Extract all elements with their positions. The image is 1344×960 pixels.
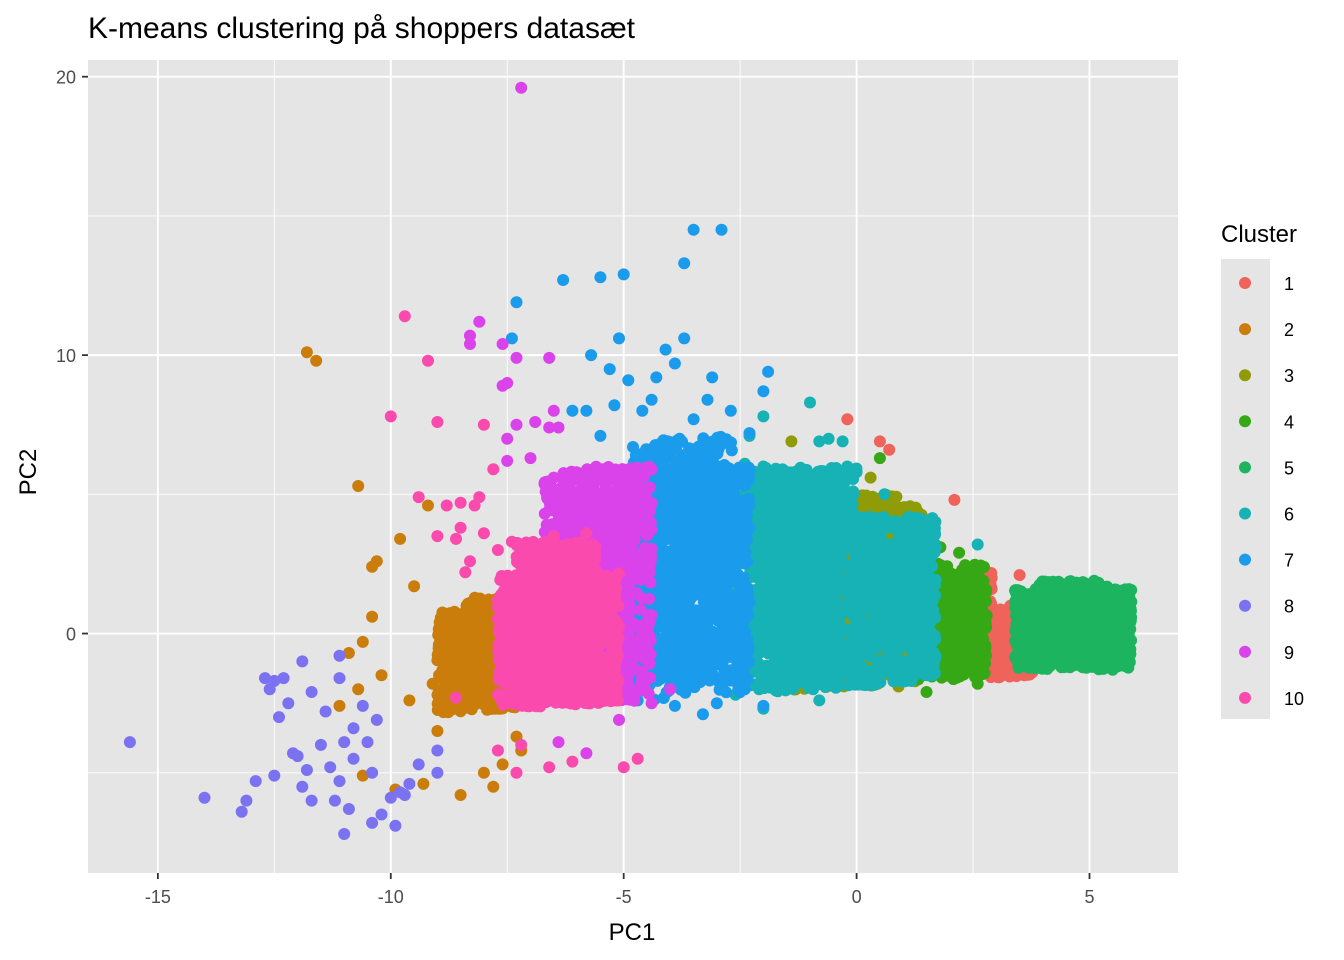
data-point — [487, 780, 500, 793]
data-point — [467, 653, 480, 666]
data-point — [785, 435, 798, 448]
data-point — [941, 626, 954, 639]
data-point — [948, 493, 961, 506]
data-point — [978, 667, 991, 680]
data-point — [990, 619, 1003, 632]
data-point — [936, 563, 949, 576]
data-point — [426, 677, 439, 690]
data-point — [366, 610, 379, 623]
data-point — [946, 602, 959, 615]
data-point — [461, 629, 474, 642]
data-point — [1012, 641, 1025, 654]
data-point — [408, 580, 421, 593]
data-point — [1115, 653, 1128, 666]
plot-panel — [88, 60, 1178, 873]
data-point — [438, 660, 451, 673]
data-point — [464, 666, 477, 679]
data-point — [971, 677, 984, 690]
data-point — [873, 452, 886, 465]
data-point — [454, 610, 467, 623]
data-point — [862, 496, 875, 509]
data-point — [469, 594, 482, 607]
data-point — [957, 594, 970, 607]
data-point — [873, 435, 886, 448]
data-point — [394, 532, 407, 545]
data-point — [920, 686, 933, 698]
data-point — [440, 628, 453, 641]
data-point — [417, 777, 430, 790]
data-point — [999, 661, 1012, 673]
data-point — [841, 413, 854, 426]
data-point — [454, 789, 467, 801]
data-point — [479, 697, 492, 710]
data-point — [972, 622, 985, 635]
data-point — [1011, 655, 1024, 668]
data-points — [123, 81, 1138, 840]
data-point — [422, 499, 434, 512]
data-point — [480, 648, 493, 661]
data-point — [431, 688, 444, 701]
data-point — [470, 679, 483, 692]
data-point — [477, 766, 490, 779]
data-point — [995, 635, 1007, 648]
data-point — [883, 443, 896, 456]
data-point — [965, 662, 978, 675]
data-point — [953, 546, 966, 559]
data-point — [366, 560, 379, 573]
data-point — [1115, 603, 1128, 616]
data-point — [1011, 627, 1024, 640]
data-point — [1120, 588, 1133, 601]
data-point — [954, 614, 967, 627]
data-point — [333, 699, 346, 712]
data-point — [1075, 660, 1088, 673]
data-point — [953, 630, 966, 643]
data-point — [1086, 660, 1099, 673]
data-point — [1017, 617, 1030, 629]
data-point — [375, 669, 388, 682]
data-point — [310, 354, 323, 367]
data-point — [948, 666, 961, 679]
series-cluster-5 — [1009, 574, 1138, 676]
data-point — [1011, 590, 1024, 603]
data-point — [1013, 569, 1026, 582]
data-point — [957, 652, 970, 665]
data-point — [403, 694, 416, 707]
data-point — [352, 480, 365, 492]
data-point — [431, 725, 444, 737]
data-point — [957, 568, 969, 580]
data-point — [971, 571, 984, 584]
data-point — [864, 471, 877, 484]
data-point — [496, 758, 509, 771]
data-point — [352, 683, 365, 696]
data-point — [478, 604, 491, 617]
data-point — [482, 669, 495, 682]
data-point — [462, 701, 475, 714]
data-point — [434, 617, 446, 630]
data-point — [356, 635, 369, 648]
data-point — [300, 346, 313, 359]
chart-title: K-means clustering på shoppers datasæt — [88, 12, 636, 45]
data-point — [479, 615, 492, 628]
data-point — [436, 649, 448, 662]
data-point — [978, 592, 990, 605]
